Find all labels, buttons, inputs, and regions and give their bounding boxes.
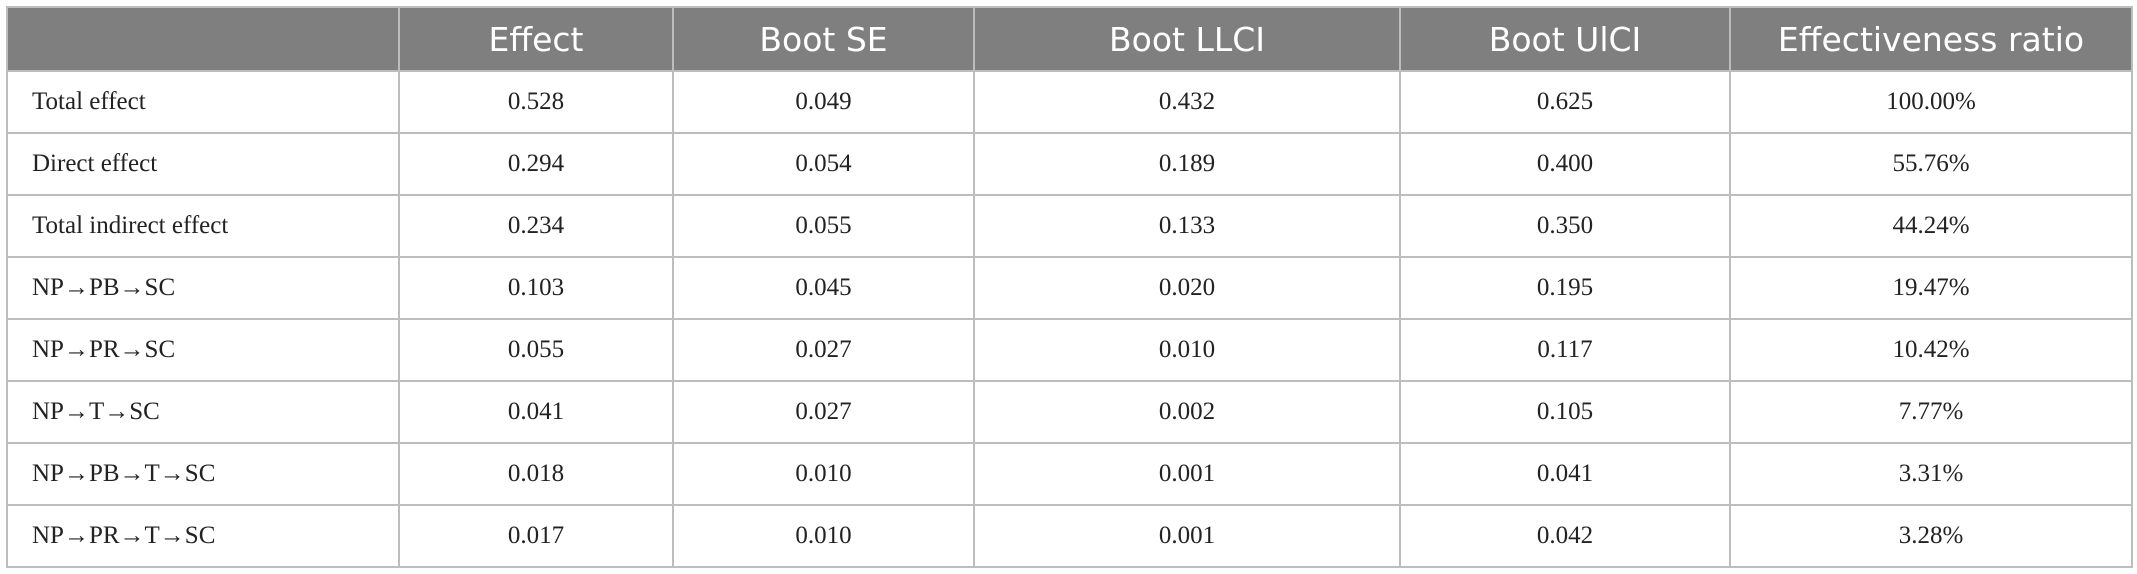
boot-se-cell: 0.055: [672, 194, 975, 258]
boot-ulci-cell: 0.041: [1399, 442, 1731, 506]
effect-cell: 0.103: [398, 256, 674, 320]
boot-se-cell: 0.045: [672, 256, 975, 320]
mediation-effects-table-container: Effect Boot SE Boot LLCI Boot UlCI Effec…: [6, 6, 2133, 568]
effect-cell: 0.018: [398, 442, 674, 506]
boot-ulci-cell: 0.105: [1399, 380, 1731, 444]
table-row: NP→PB→T→SC 0.018 0.010 0.001 0.041 3.31%: [6, 442, 2133, 506]
boot-ulci-cell: 0.117: [1399, 318, 1731, 382]
table-header: Effect Boot SE Boot LLCI Boot UlCI Effec…: [6, 6, 2133, 72]
boot-llci-cell: 0.002: [973, 380, 1401, 444]
table-row: Total effect 0.528 0.049 0.432 0.625 100…: [6, 70, 2133, 134]
header-cell-boot-ulci: Boot UlCI: [1399, 6, 1731, 72]
effectiveness-ratio-cell: 44.24%: [1729, 194, 2133, 258]
boot-se-cell: 0.054: [672, 132, 975, 196]
effect-cell: 0.528: [398, 70, 674, 134]
boot-llci-cell: 0.189: [973, 132, 1401, 196]
row-label: NP→T→SC: [6, 380, 400, 444]
table-row: Direct effect 0.294 0.054 0.189 0.400 55…: [6, 132, 2133, 196]
row-label: NP→PR→SC: [6, 318, 400, 382]
boot-llci-cell: 0.133: [973, 194, 1401, 258]
boot-llci-cell: 0.001: [973, 504, 1401, 568]
header-cell-effect: Effect: [398, 6, 674, 72]
row-label: NP→PR→T→SC: [6, 504, 400, 568]
effect-cell: 0.234: [398, 194, 674, 258]
effectiveness-ratio-cell: 3.31%: [1729, 442, 2133, 506]
header-cell-path: [6, 6, 400, 72]
table-row: NP→PB→SC 0.103 0.045 0.020 0.195 19.47%: [6, 256, 2133, 320]
table-row: NP→T→SC 0.041 0.027 0.002 0.105 7.77%: [6, 380, 2133, 444]
boot-se-cell: 0.027: [672, 380, 975, 444]
table-row: Total indirect effect 0.234 0.055 0.133 …: [6, 194, 2133, 258]
row-label: Total indirect effect: [6, 194, 400, 258]
boot-se-cell: 0.010: [672, 504, 975, 568]
boot-se-cell: 0.010: [672, 442, 975, 506]
row-label: NP→PB→SC: [6, 256, 400, 320]
effectiveness-ratio-cell: 3.28%: [1729, 504, 2133, 568]
table-row: NP→PR→SC 0.055 0.027 0.010 0.117 10.42%: [6, 318, 2133, 382]
effect-cell: 0.294: [398, 132, 674, 196]
boot-llci-cell: 0.432: [973, 70, 1401, 134]
effect-cell: 0.041: [398, 380, 674, 444]
effectiveness-ratio-cell: 55.76%: [1729, 132, 2133, 196]
header-cell-effectiveness-ratio: Effectiveness ratio: [1729, 6, 2133, 72]
boot-se-cell: 0.027: [672, 318, 975, 382]
boot-llci-cell: 0.001: [973, 442, 1401, 506]
boot-ulci-cell: 0.350: [1399, 194, 1731, 258]
boot-se-cell: 0.049: [672, 70, 975, 134]
boot-llci-cell: 0.020: [973, 256, 1401, 320]
effect-cell: 0.055: [398, 318, 674, 382]
row-label: Direct effect: [6, 132, 400, 196]
boot-ulci-cell: 0.400: [1399, 132, 1731, 196]
header-row: Effect Boot SE Boot LLCI Boot UlCI Effec…: [6, 6, 2133, 72]
row-label: Total effect: [6, 70, 400, 134]
boot-ulci-cell: 0.625: [1399, 70, 1731, 134]
effectiveness-ratio-cell: 7.77%: [1729, 380, 2133, 444]
effectiveness-ratio-cell: 100.00%: [1729, 70, 2133, 134]
effectiveness-ratio-cell: 19.47%: [1729, 256, 2133, 320]
effect-cell: 0.017: [398, 504, 674, 568]
table-row: NP→PR→T→SC 0.017 0.010 0.001 0.042 3.28%: [6, 504, 2133, 568]
row-label: NP→PB→T→SC: [6, 442, 400, 506]
mediation-effects-table: Effect Boot SE Boot LLCI Boot UlCI Effec…: [6, 6, 2133, 568]
table-body: Total effect 0.528 0.049 0.432 0.625 100…: [6, 70, 2133, 568]
header-cell-boot-llci: Boot LLCI: [973, 6, 1401, 72]
effectiveness-ratio-cell: 10.42%: [1729, 318, 2133, 382]
boot-llci-cell: 0.010: [973, 318, 1401, 382]
boot-ulci-cell: 0.195: [1399, 256, 1731, 320]
boot-ulci-cell: 0.042: [1399, 504, 1731, 568]
header-cell-boot-se: Boot SE: [672, 6, 975, 72]
